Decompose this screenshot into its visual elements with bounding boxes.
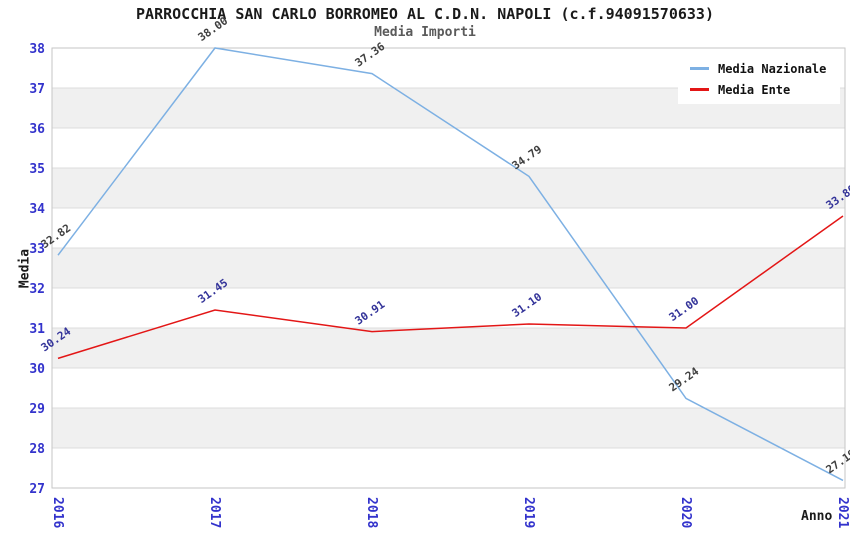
plot-band xyxy=(52,368,845,408)
plot-border xyxy=(51,47,846,489)
data-point-label: 38.00 xyxy=(196,14,231,44)
legend-item-media-nazionale: Media Nazionale xyxy=(690,62,840,76)
plot-band xyxy=(52,128,845,168)
chart-subtitle: Media Importi xyxy=(374,25,476,40)
y-tick-label: 38 xyxy=(29,42,45,57)
y-tick-label: 29 xyxy=(29,402,45,417)
y-tick-label: 32 xyxy=(29,282,45,297)
x-tick-label: 2020 xyxy=(678,497,693,528)
legend-swatch-media-nazionale xyxy=(690,67,709,70)
legend-label-media-ente: Media Ente xyxy=(718,82,791,97)
series-line-media-ente xyxy=(57,215,844,360)
legend-label-media-nazionale: Media Nazionale xyxy=(718,61,827,76)
y-tick-label: 36 xyxy=(29,122,45,137)
x-tick-label: 2017 xyxy=(207,497,222,528)
series-line-media-nazionale xyxy=(57,47,844,482)
legend: Media Nazionale Media Ente xyxy=(678,54,840,104)
plot-band xyxy=(52,248,845,288)
chart-title: PARROCCHIA SAN CARLO BORROMEO AL C.D.N. … xyxy=(136,5,714,23)
y-tick-label: 33 xyxy=(29,242,45,257)
plot-band xyxy=(52,208,845,248)
x-axis-title: Anno xyxy=(801,509,833,524)
x-tick-label: 2019 xyxy=(521,497,536,528)
plot-band xyxy=(52,448,845,488)
plot-band xyxy=(52,328,845,368)
plot-band xyxy=(52,288,845,328)
legend-swatch-media-ente xyxy=(690,88,709,91)
y-tick-label: 30 xyxy=(29,362,45,377)
legend-item-media-ente: Media Ente xyxy=(690,83,840,97)
x-tick-label: 2021 xyxy=(835,497,850,528)
y-tick-label: 28 xyxy=(29,442,45,457)
y-tick-label: 27 xyxy=(29,482,45,497)
plot-band xyxy=(52,168,845,208)
y-tick-label: 37 xyxy=(29,82,45,97)
y-tick-label: 34 xyxy=(29,202,45,217)
x-tick-label: 2016 xyxy=(50,497,65,528)
x-tick-label: 2018 xyxy=(364,497,379,528)
plot-band xyxy=(52,408,845,448)
y-tick-label: 31 xyxy=(29,322,45,337)
y-tick-label: 35 xyxy=(29,162,45,177)
